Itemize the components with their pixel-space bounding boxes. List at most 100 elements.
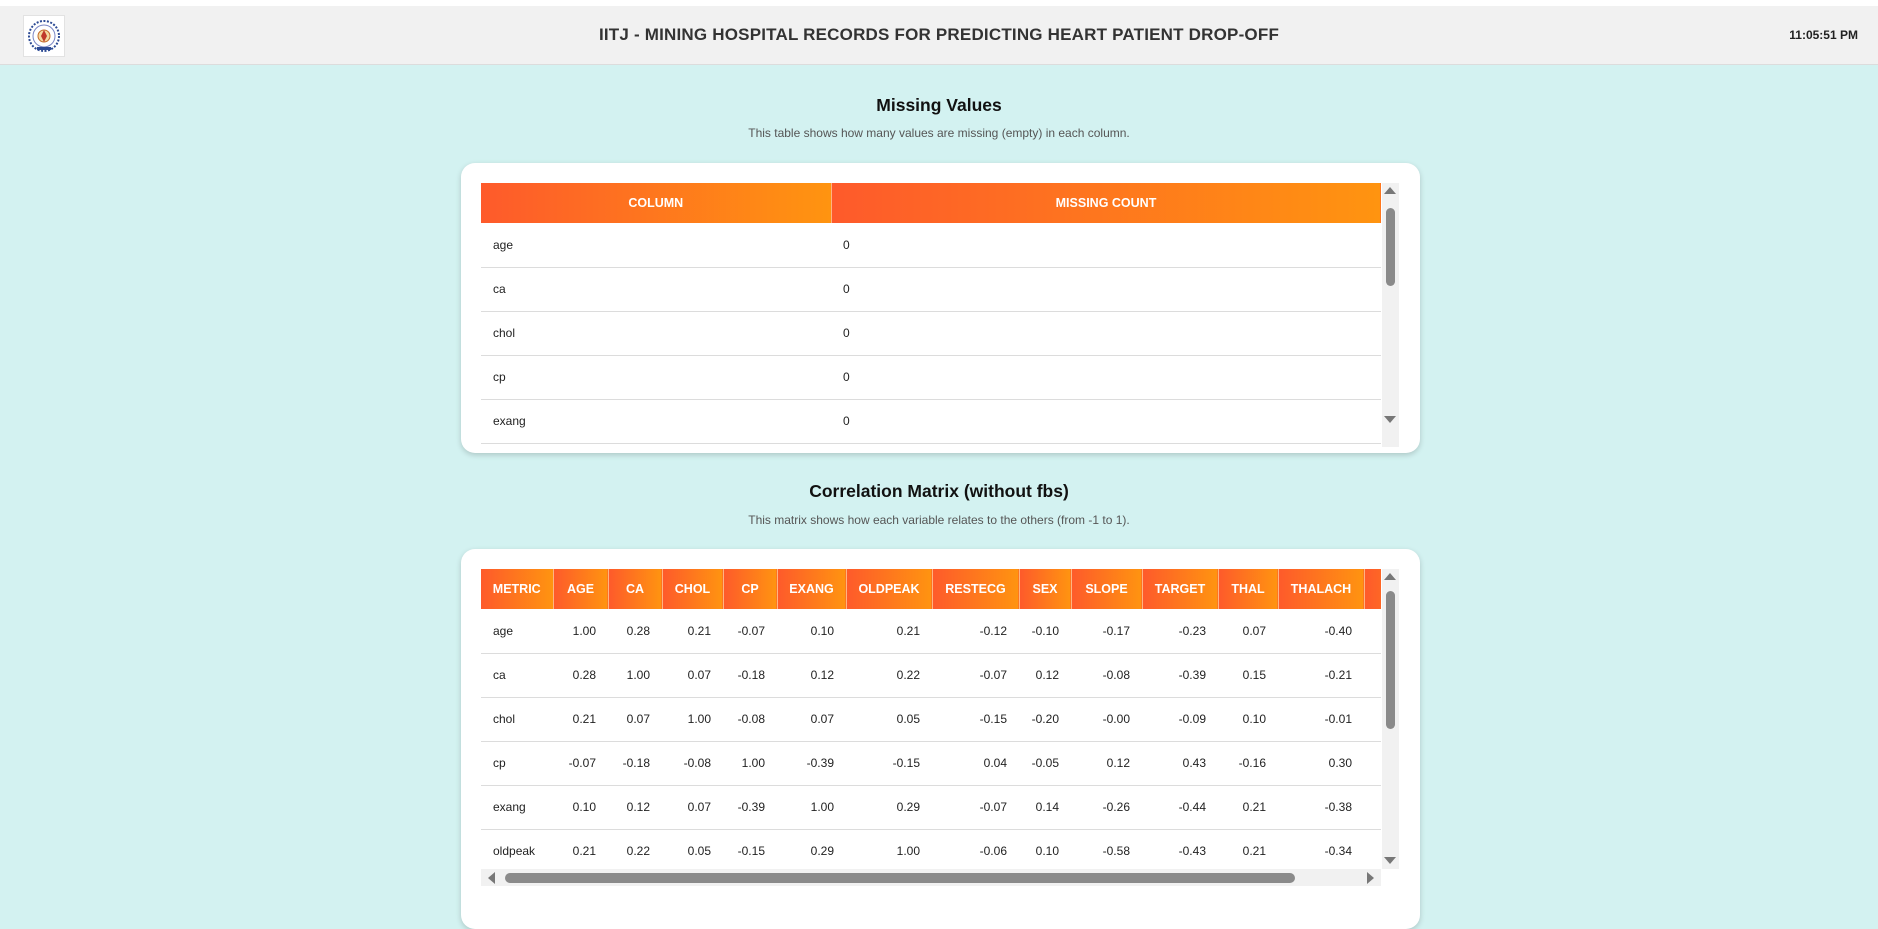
table-row: age 0 bbox=[481, 223, 1381, 268]
missing-values-card: COLUMN MISSING COUNT age 0 ca 0 chol 0 cp 0 exang… bbox=[461, 163, 1420, 453]
value-cell: -0.39 bbox=[723, 785, 777, 830]
row-label-cell: exang bbox=[481, 785, 553, 830]
value-cell: 0.28 bbox=[553, 653, 608, 698]
scroll-up-arrow-icon[interactable] bbox=[1384, 573, 1396, 580]
value-cell: 0 bbox=[831, 311, 1381, 356]
correlation-matrix-description: This matrix shows how each variable rela… bbox=[748, 513, 1130, 527]
value-cell: -0.58 bbox=[1071, 829, 1142, 869]
value-cell: 0.21 bbox=[553, 697, 608, 742]
top-strip bbox=[0, 0, 1878, 6]
missing-header-missing-count[interactable]: MISSING COUNT bbox=[831, 183, 1381, 223]
value-cell: -0.05 bbox=[1019, 741, 1071, 786]
vertical-scroll-thumb[interactable] bbox=[1386, 591, 1395, 729]
value-cell: 0.29 bbox=[777, 829, 846, 869]
overflow-cell bbox=[1364, 785, 1381, 830]
value-cell: 0.22 bbox=[846, 653, 932, 698]
corr-header-chol[interactable]: CHOL bbox=[662, 569, 724, 609]
value-cell: 0.12 bbox=[608, 785, 662, 830]
value-cell: 1.00 bbox=[662, 697, 723, 742]
iitj-logo-icon bbox=[23, 15, 65, 57]
value-cell: -0.06 bbox=[932, 829, 1019, 869]
corr-header-overflow bbox=[1364, 569, 1381, 609]
row-label-cell: chol bbox=[481, 311, 831, 356]
missing-values-header-row: COLUMN MISSING COUNT bbox=[481, 183, 1381, 223]
value-cell: -0.15 bbox=[932, 697, 1019, 742]
value-cell: 0.14 bbox=[1019, 785, 1071, 830]
value-cell: 0.04 bbox=[932, 741, 1019, 786]
corr-header-target[interactable]: TARGET bbox=[1142, 569, 1219, 609]
corr-header-age[interactable]: AGE bbox=[553, 569, 609, 609]
corr-header-thal[interactable]: THAL bbox=[1218, 569, 1279, 609]
value-cell: 0.28 bbox=[608, 609, 662, 654]
value-cell: -0.39 bbox=[777, 741, 846, 786]
correlation-table-viewport[interactable]: METRIC AGE CA CHOL CP EXANG OLDPEAK RESTECG SEX S… bbox=[481, 569, 1381, 869]
value-cell: -0.15 bbox=[846, 741, 932, 786]
value-cell: -0.23 bbox=[1142, 609, 1218, 654]
row-label-cell: ca bbox=[481, 267, 831, 312]
correlation-matrix-card: METRIC AGE CA CHOL CP EXANG OLDPEAK RESTECG SEX S… bbox=[461, 549, 1420, 929]
scroll-down-arrow-icon[interactable] bbox=[1384, 857, 1396, 864]
value-cell: -0.07 bbox=[553, 741, 608, 786]
overflow-cell bbox=[1364, 829, 1381, 869]
scroll-left-arrow-icon[interactable] bbox=[488, 872, 495, 884]
corr-header-cp[interactable]: CP bbox=[723, 569, 778, 609]
scroll-down-arrow-icon[interactable] bbox=[1384, 416, 1396, 423]
value-cell: 0.21 bbox=[1218, 829, 1278, 869]
value-cell: -0.01 bbox=[1278, 697, 1364, 742]
table-row: cp -0.07 -0.18 -0.08 1.00 -0.39 -0.15 0.04 -0.05… bbox=[481, 741, 1381, 786]
value-cell: 0.21 bbox=[662, 609, 723, 654]
value-cell: -0.26 bbox=[1071, 785, 1142, 830]
corr-header-metric[interactable]: METRIC bbox=[481, 569, 554, 609]
corr-header-thalach[interactable]: THALACH bbox=[1278, 569, 1365, 609]
value-cell: -0.08 bbox=[662, 741, 723, 786]
value-cell: 0.43 bbox=[1142, 741, 1218, 786]
clock-time: 11:05:51 PM bbox=[1789, 28, 1858, 42]
value-cell: 0.22 bbox=[608, 829, 662, 869]
row-label-cell: age bbox=[481, 223, 831, 268]
value-cell: -0.07 bbox=[723, 609, 777, 654]
value-cell: 0.12 bbox=[1071, 741, 1142, 786]
value-cell: -0.07 bbox=[932, 653, 1019, 698]
app-title: IITJ - MINING HOSPITAL RECORDS FOR PREDI… bbox=[598, 25, 1280, 44]
vertical-scroll-thumb[interactable] bbox=[1386, 208, 1395, 286]
table-row: ca 0 bbox=[481, 267, 1381, 312]
value-cell: 0 bbox=[831, 267, 1381, 312]
missing-values-vertical-scrollbar[interactable] bbox=[1382, 183, 1399, 447]
scroll-up-arrow-icon[interactable] bbox=[1384, 187, 1396, 194]
missing-values-table-viewport[interactable]: COLUMN MISSING COUNT age 0 ca 0 chol 0 cp 0 exang… bbox=[481, 183, 1381, 447]
scroll-right-arrow-icon[interactable] bbox=[1367, 872, 1374, 884]
value-cell: 0.07 bbox=[777, 697, 846, 742]
value-cell: 1.00 bbox=[846, 829, 932, 869]
row-label-cell: exang bbox=[481, 399, 831, 444]
corr-header-slope[interactable]: SLOPE bbox=[1071, 569, 1143, 609]
value-cell: 0.07 bbox=[662, 653, 723, 698]
table-row: exang 0.10 0.12 0.07 -0.39 1.00 0.29 -0.07 0.14-… bbox=[481, 785, 1381, 830]
value-cell: 0.10 bbox=[1019, 829, 1071, 869]
value-cell: 0 bbox=[831, 355, 1381, 400]
correlation-vertical-scrollbar[interactable] bbox=[1382, 569, 1399, 869]
row-label-cell: cp bbox=[481, 741, 553, 786]
corr-header-ca[interactable]: CA bbox=[608, 569, 663, 609]
horizontal-scroll-thumb[interactable] bbox=[505, 873, 1295, 883]
value-cell: 0 bbox=[831, 399, 1381, 444]
table-row: age 1.00 0.28 0.21 -0.07 0.10 0.21 -0.12 -0.10 -0… bbox=[481, 609, 1381, 654]
corr-header-exang[interactable]: EXANG bbox=[777, 569, 847, 609]
value-cell: 0.30 bbox=[1278, 741, 1364, 786]
value-cell: 0 bbox=[831, 223, 1381, 268]
value-cell: -0.40 bbox=[1278, 609, 1364, 654]
correlation-horizontal-scrollbar[interactable] bbox=[481, 869, 1381, 886]
value-cell: 0.21 bbox=[1218, 785, 1278, 830]
missing-header-column[interactable]: COLUMN bbox=[481, 183, 832, 223]
corr-header-restecg[interactable]: RESTECG bbox=[932, 569, 1020, 609]
table-row: exang 0 bbox=[481, 399, 1381, 444]
value-cell: 0.07 bbox=[608, 697, 662, 742]
value-cell: -0.18 bbox=[608, 741, 662, 786]
value-cell: -0.43 bbox=[1142, 829, 1218, 869]
value-cell: 0.10 bbox=[553, 785, 608, 830]
corr-header-sex[interactable]: SEX bbox=[1019, 569, 1072, 609]
missing-values-title: Missing Values bbox=[876, 95, 1002, 115]
value-cell: 0.15 bbox=[1218, 653, 1278, 698]
corr-header-oldpeak[interactable]: OLDPEAK bbox=[846, 569, 933, 609]
value-cell: -0.44 bbox=[1142, 785, 1218, 830]
table-row: chol 0.21 0.07 1.00 -0.08 0.07 0.05 -0.15 -0.20-… bbox=[481, 697, 1381, 742]
